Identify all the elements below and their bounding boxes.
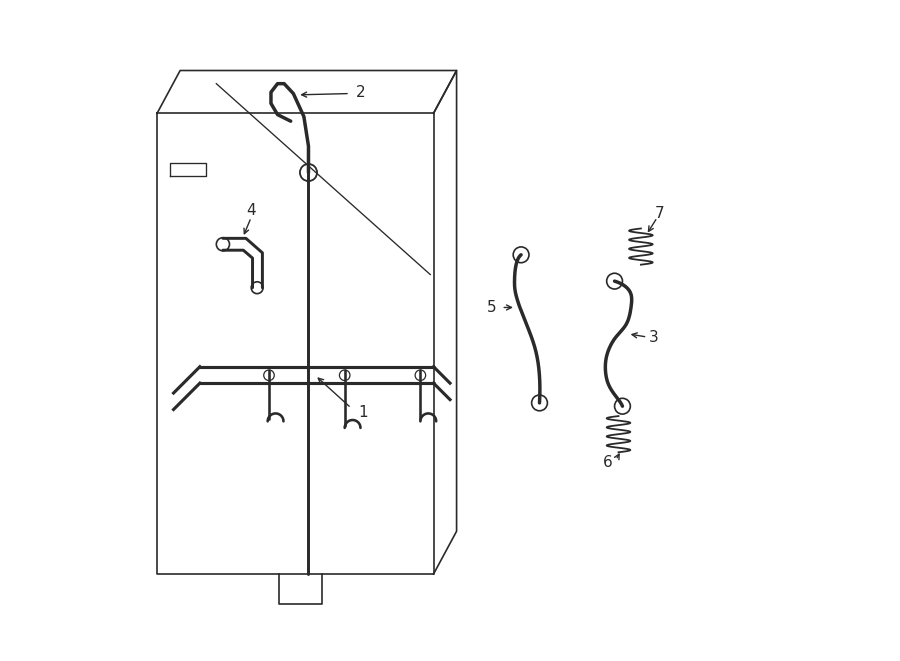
Text: 3: 3: [649, 330, 659, 344]
Text: 4: 4: [247, 203, 256, 218]
Text: 2: 2: [356, 85, 366, 100]
Text: 6: 6: [603, 455, 613, 470]
Text: 1: 1: [358, 405, 368, 420]
Text: 7: 7: [654, 206, 664, 221]
Text: 5: 5: [487, 300, 497, 315]
